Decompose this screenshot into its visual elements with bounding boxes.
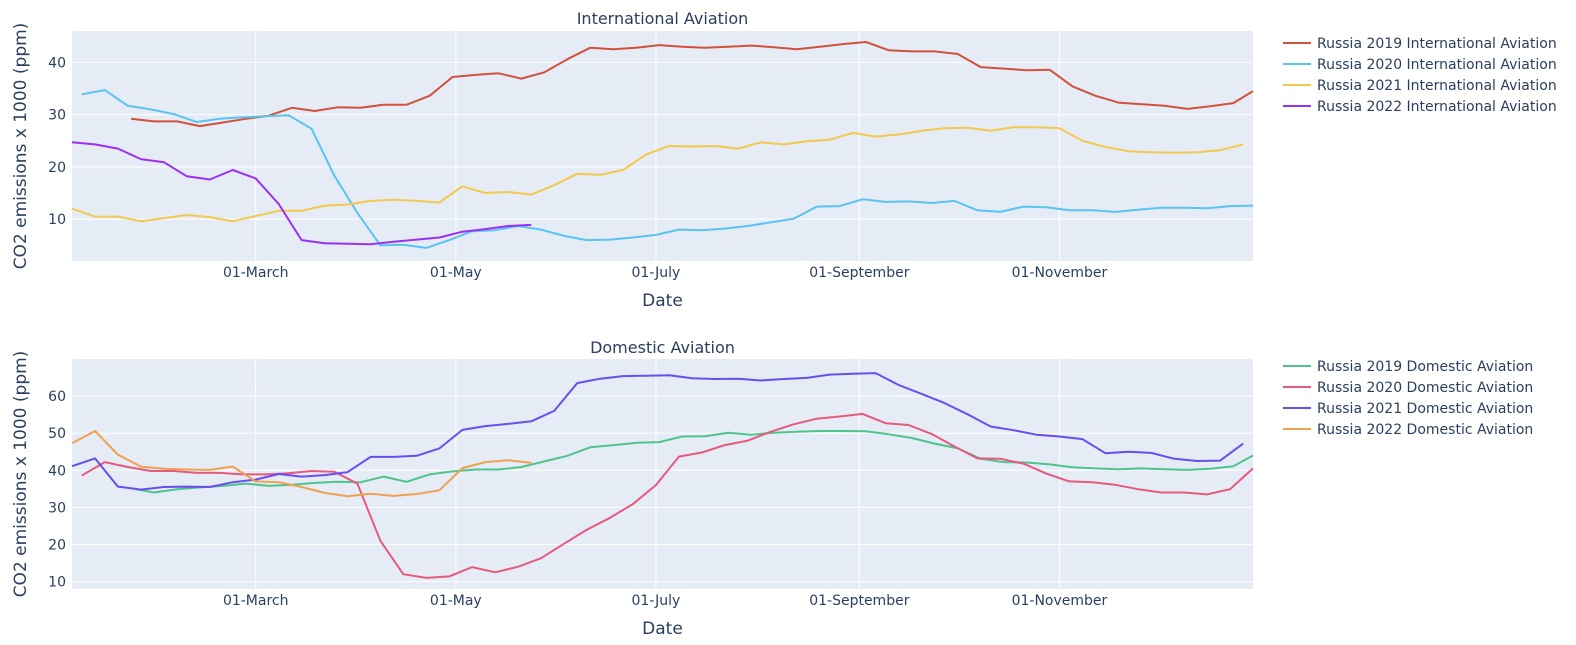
legend-entry: Russia 2021 Domestic Aviation bbox=[1317, 401, 1533, 417]
x-tick-label: 01-May bbox=[430, 265, 482, 281]
chart-title: Domestic Aviation bbox=[590, 338, 735, 357]
legend-entry: Russia 2022 International Aviation bbox=[1317, 99, 1557, 115]
x-axis-title: Date bbox=[642, 619, 683, 639]
legend-entry: Russia 2019 Domestic Aviation bbox=[1317, 359, 1533, 375]
y-tick-label: 30 bbox=[48, 500, 66, 516]
subplot-1: 10 20 30 40 01-March 01-May 01-July 01-Septembe… bbox=[11, 9, 1557, 311]
subplot-2: 10 20 30 40 50 60 01-March 01-May 01-July 01-Sept… bbox=[11, 338, 1533, 639]
y-tick-label: 30 bbox=[48, 108, 66, 124]
y-tick-label: 60 bbox=[48, 389, 66, 405]
series-line-1 bbox=[130, 430, 1254, 494]
y-tick-label: 50 bbox=[48, 426, 66, 442]
y-tick-label: 20 bbox=[48, 160, 66, 176]
x-tick-label: 01-November bbox=[1012, 265, 1108, 281]
series-line-4 bbox=[71, 141, 532, 246]
legend: Russia 2019 International Aviation Russia… bbox=[1283, 36, 1557, 115]
x-tick-label: 01-March bbox=[223, 265, 289, 281]
legend-entry: Russia 2019 International Aviation bbox=[1317, 36, 1557, 52]
y-tick-label: 40 bbox=[48, 55, 66, 71]
x-tick-label: 01-March bbox=[223, 593, 289, 609]
y-tick-label: 20 bbox=[48, 537, 66, 553]
series-line-3 bbox=[71, 126, 1244, 223]
y-tick-label: 40 bbox=[48, 463, 66, 479]
y-tick-label: 10 bbox=[48, 212, 66, 228]
x-tick-label: 01-September bbox=[809, 265, 909, 281]
x-tick-label: 01-May bbox=[430, 593, 482, 609]
x-tick-label: 01-July bbox=[632, 593, 681, 609]
series-line-4 bbox=[71, 430, 532, 498]
y-axis-title: CO2 emissions x 1000 (ppm) bbox=[11, 23, 31, 270]
y-axis-title: CO2 emissions x 1000 (ppm) bbox=[11, 351, 31, 598]
plot-background bbox=[72, 31, 1253, 261]
chart-title: International Aviation bbox=[577, 9, 749, 28]
series-line-2 bbox=[81, 89, 1254, 249]
x-tick-label: 01-September bbox=[809, 593, 909, 609]
legend-entry: Russia 2020 Domestic Aviation bbox=[1317, 380, 1533, 396]
x-tick-label: 01-July bbox=[632, 265, 681, 281]
x-axis-title: Date bbox=[642, 291, 683, 311]
y-tick-label: 10 bbox=[48, 575, 66, 591]
legend-entry: Russia 2020 International Aviation bbox=[1317, 57, 1557, 73]
legend-entry: Russia 2021 International Aviation bbox=[1317, 78, 1557, 94]
legend-entry: Russia 2022 Domestic Aviation bbox=[1317, 422, 1533, 438]
series-line-1 bbox=[130, 41, 1254, 128]
series-line-3 bbox=[71, 372, 1244, 491]
legend: Russia 2019 Domestic Aviation Russia 2020… bbox=[1283, 359, 1533, 438]
x-tick-label: 01-November bbox=[1012, 593, 1108, 609]
